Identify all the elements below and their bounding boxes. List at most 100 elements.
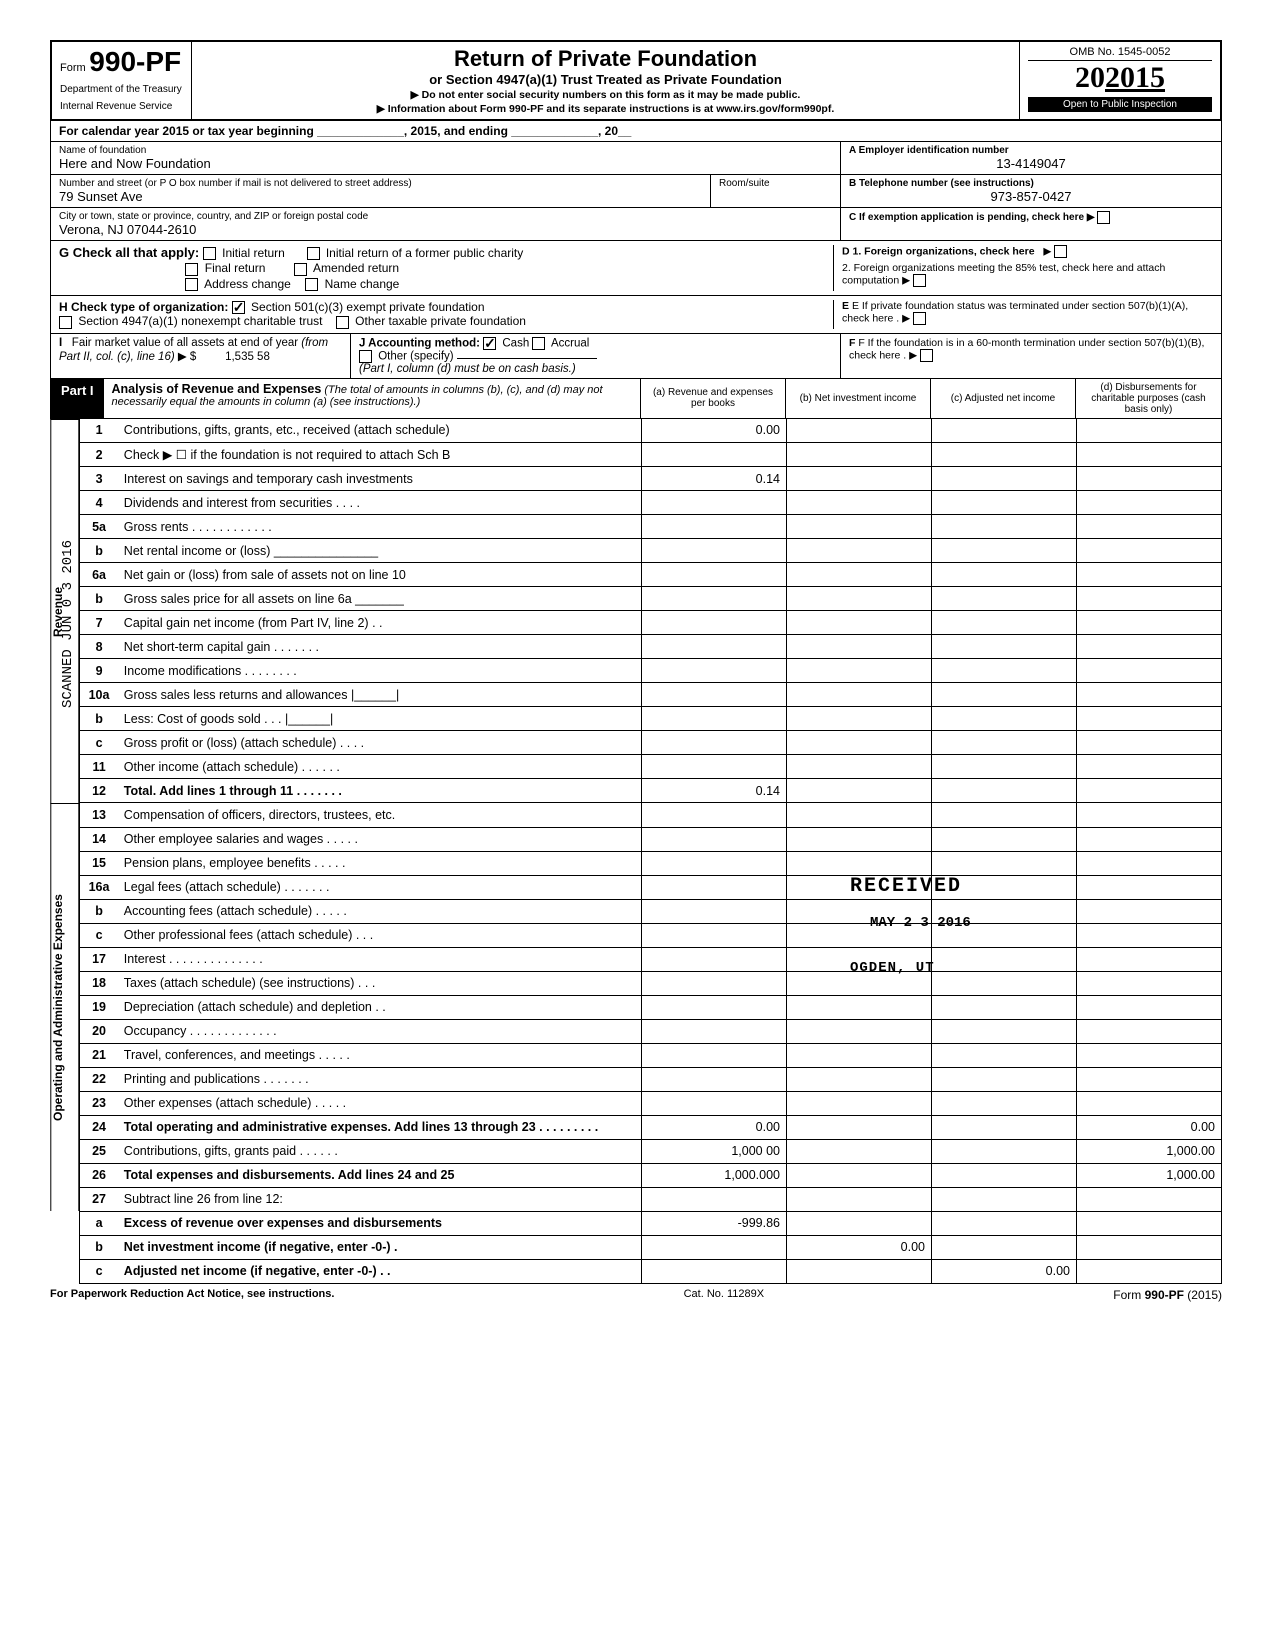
footer-catno: Cat. No. 11289X — [684, 1288, 765, 1302]
form-subtitle: or Section 4947(a)(1) Trust Treated as P… — [200, 72, 1011, 87]
foundation-name: Here and Now Foundation — [59, 156, 832, 171]
final-return-checkbox[interactable] — [185, 263, 198, 276]
table-row: 4Dividends and interest from securities … — [80, 491, 1222, 515]
table-row: bNet rental income or (loss) ___________… — [80, 539, 1222, 563]
part1-title: Analysis of Revenue and Expenses — [112, 382, 322, 396]
table-row: aExcess of revenue over expenses and dis… — [80, 1211, 1222, 1235]
opt-final: Final return — [205, 261, 266, 275]
form-number: 990-PF — [89, 46, 181, 77]
year-digits: 2015 — [1105, 61, 1165, 94]
section-e: E E If private foundation status was ter… — [842, 300, 1213, 325]
opt-namechange: Name change — [325, 277, 400, 291]
col-d-header: (d) Disbursements for charitable purpose… — [1076, 379, 1221, 418]
dept-treasury: Department of the Treasury — [60, 84, 183, 95]
table-row: bLess: Cost of goods sold . . . |______| — [80, 707, 1222, 731]
table-row: 23Other expenses (attach schedule) . . .… — [80, 1091, 1222, 1115]
table-row: 11Other income (attach schedule) . . . .… — [80, 755, 1222, 779]
e-checkbox[interactable] — [913, 312, 926, 325]
phone-value: 973-857-0427 — [849, 189, 1213, 204]
expenses-side-label: Operating and Administrative Expenses — [50, 803, 79, 1211]
table-row: cAdjusted net income (if negative, enter… — [80, 1259, 1222, 1283]
accrual-checkbox[interactable] — [532, 337, 545, 350]
revenue-side-label: Revenue — [50, 419, 79, 803]
form-header: Form 990-PF Department of the Treasury I… — [50, 40, 1222, 121]
calendar-year-row: For calendar year 2015 or tax year begin… — [50, 121, 1222, 142]
tax-year: 202015 — [1028, 61, 1212, 95]
opt-other-taxable: Other taxable private foundation — [355, 314, 526, 328]
f-checkbox[interactable] — [920, 349, 933, 362]
table-row: 27Subtract line 26 from line 12: — [80, 1187, 1222, 1211]
table-row: 2Check ▶ ☐ if the foundation is not requ… — [80, 443, 1222, 467]
section-f: F F If the foundation is in a 60-month t… — [849, 337, 1213, 362]
table-row: 13Compensation of officers, directors, t… — [80, 803, 1222, 827]
501c3-checkbox[interactable] — [232, 301, 245, 314]
opt-4947: Section 4947(a)(1) nonexempt charitable … — [78, 314, 322, 328]
col-b-header: (b) Net investment income — [786, 379, 931, 418]
room-label: Room/suite — [719, 178, 832, 189]
city-label: City or town, state or province, country… — [59, 211, 832, 222]
name-change-checkbox[interactable] — [305, 278, 318, 291]
section-h-label: H Check type of organization: — [59, 300, 228, 314]
initial-return-checkbox[interactable] — [203, 247, 216, 260]
opt-former: Initial return of a former public charit… — [326, 246, 523, 260]
revenue-table: 1Contributions, gifts, grants, etc., rec… — [79, 419, 1222, 804]
omb-number: OMB No. 1545-0052 — [1028, 46, 1212, 61]
other-taxable-checkbox[interactable] — [336, 316, 349, 329]
form-title: Return of Private Foundation — [200, 46, 1011, 72]
table-row: 5aGross rents . . . . . . . . . . . . — [80, 515, 1222, 539]
other-method-checkbox[interactable] — [359, 350, 372, 363]
section-c-checkbox[interactable] — [1097, 211, 1110, 224]
table-row: 12Total. Add lines 1 through 11 . . . . … — [80, 779, 1222, 803]
address-change-checkbox[interactable] — [185, 278, 198, 291]
initial-former-checkbox[interactable] — [307, 247, 320, 260]
table-row: 19Depreciation (attach schedule) and dep… — [80, 995, 1222, 1019]
4947-checkbox[interactable] — [59, 316, 72, 329]
section-j-label: J Accounting method: — [359, 337, 480, 349]
table-row: 16aLegal fees (attach schedule) . . . . … — [80, 875, 1222, 899]
d1-checkbox[interactable] — [1054, 245, 1067, 258]
city-value: Verona, NJ 07044-2610 — [59, 222, 832, 237]
address-label: Number and street (or P O box number if … — [59, 178, 702, 189]
table-row: 14Other employee salaries and wages . . … — [80, 827, 1222, 851]
dept-irs: Internal Revenue Service — [60, 101, 183, 112]
opt-501c3: Section 501(c)(3) exempt private foundat… — [251, 300, 484, 314]
open-inspection: Open to Public Inspection — [1028, 97, 1212, 112]
table-row: cGross profit or (loss) (attach schedule… — [80, 731, 1222, 755]
table-row: bAccounting fees (attach schedule) . . .… — [80, 899, 1222, 923]
table-row: 22Printing and publications . . . . . . … — [80, 1067, 1222, 1091]
opt-amended: Amended return — [313, 261, 399, 275]
table-row: 17Interest . . . . . . . . . . . . . . — [80, 947, 1222, 971]
table-row: 21Travel, conferences, and meetings . . … — [80, 1043, 1222, 1067]
opt-initial: Initial return — [222, 246, 285, 260]
table-row: 6aNet gain or (loss) from sale of assets… — [80, 563, 1222, 587]
opt-cash: Cash — [502, 337, 529, 349]
table-row: 10aGross sales less returns and allowanc… — [80, 683, 1222, 707]
table-row: cOther professional fees (attach schedul… — [80, 923, 1222, 947]
table-row: 18Taxes (attach schedule) (see instructi… — [80, 971, 1222, 995]
instr-ssn: ▶ Do not enter social security numbers o… — [200, 89, 1011, 101]
opt-addrchange: Address change — [204, 277, 291, 291]
section-d1: D 1. Foreign organizations, check here ▶ — [842, 245, 1213, 258]
cash-checkbox[interactable] — [483, 337, 496, 350]
col-c-header: (c) Adjusted net income — [931, 379, 1076, 418]
table-row: 25Contributions, gifts, grants paid . . … — [80, 1139, 1222, 1163]
address-value: 79 Sunset Ave — [59, 189, 702, 204]
table-row: 24Total operating and administrative exp… — [80, 1115, 1222, 1139]
foundation-name-label: Name of foundation — [59, 145, 832, 156]
table-row: 26Total expenses and disbursements. Add … — [80, 1163, 1222, 1187]
table-row: 15Pension plans, employee benefits . . .… — [80, 851, 1222, 875]
table-row: bNet investment income (if negative, ent… — [80, 1235, 1222, 1259]
table-row: 1Contributions, gifts, grants, etc., rec… — [80, 419, 1222, 443]
section-g-label: G Check all that apply: — [59, 245, 199, 260]
table-row: 8Net short-term capital gain . . . . . .… — [80, 635, 1222, 659]
d2-checkbox[interactable] — [913, 274, 926, 287]
ein-value: 13-4149047 — [849, 156, 1213, 171]
table-row: 20Occupancy . . . . . . . . . . . . . — [80, 1019, 1222, 1043]
footer-paperwork: For Paperwork Reduction Act Notice, see … — [50, 1288, 334, 1302]
j-note: (Part I, column (d) must be on cash basi… — [359, 363, 576, 375]
expense-table: 13Compensation of officers, directors, t… — [79, 803, 1222, 1284]
fmv-value: 1,535 58 — [225, 351, 270, 363]
part1-label: Part I — [51, 379, 104, 418]
table-row: 7Capital gain net income (from Part IV, … — [80, 611, 1222, 635]
table-row: bGross sales price for all assets on lin… — [80, 587, 1222, 611]
